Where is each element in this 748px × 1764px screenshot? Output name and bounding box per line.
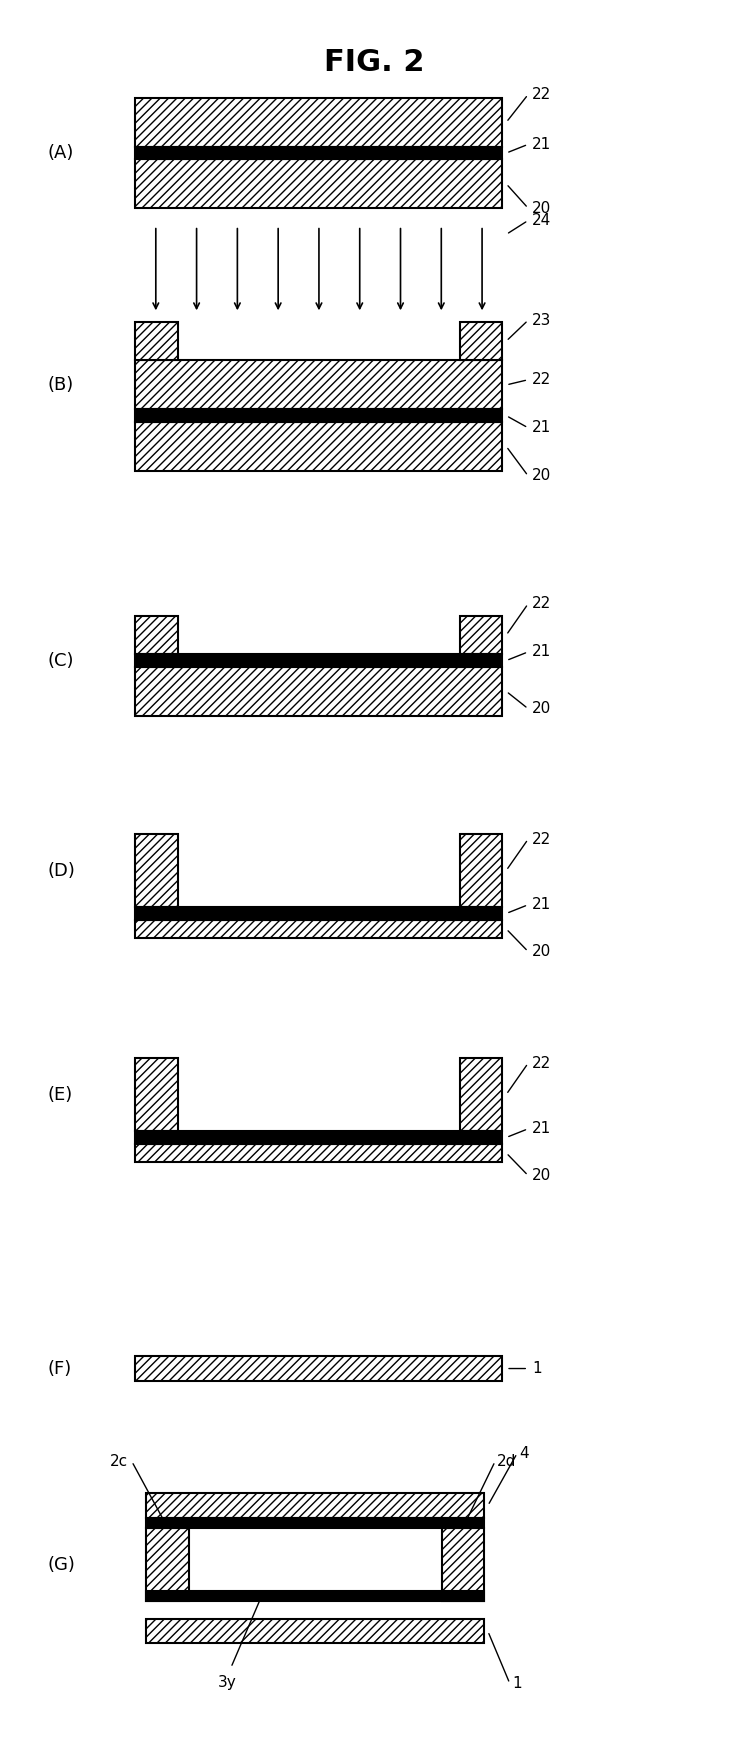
Text: 21: 21	[532, 138, 551, 152]
Text: 21: 21	[532, 1122, 551, 1136]
Bar	[135, 919, 503, 938]
Bar	[460, 616, 503, 654]
Text: 22: 22	[532, 831, 551, 847]
Bar	[147, 1494, 484, 1519]
Bar	[135, 667, 503, 716]
Bar	[147, 1528, 189, 1602]
Text: 21: 21	[532, 420, 551, 436]
Bar	[460, 834, 503, 907]
Text: (G): (G)	[47, 1556, 76, 1573]
Text: 21: 21	[532, 898, 551, 912]
Bar	[441, 1528, 484, 1602]
Bar	[135, 1131, 503, 1143]
Text: 2c: 2c	[110, 1454, 128, 1469]
Text: 1: 1	[532, 1362, 542, 1376]
Bar	[135, 654, 503, 667]
Bar	[135, 1058, 178, 1131]
Text: 21: 21	[532, 644, 551, 660]
Text: 20: 20	[532, 201, 551, 215]
Bar	[147, 1519, 484, 1528]
Text: 22: 22	[532, 596, 551, 612]
Text: 20: 20	[532, 469, 551, 483]
Text: (D): (D)	[47, 861, 76, 880]
Text: 4: 4	[519, 1446, 529, 1461]
Bar	[135, 907, 503, 919]
Text: 22: 22	[532, 372, 551, 388]
Bar	[460, 323, 503, 360]
Bar	[147, 1619, 484, 1644]
Text: 22: 22	[532, 86, 551, 102]
Bar	[135, 159, 503, 208]
Bar	[135, 99, 503, 146]
Text: 1: 1	[512, 1676, 521, 1692]
Text: 24: 24	[532, 213, 551, 228]
Bar	[135, 360, 503, 409]
Bar	[135, 1357, 503, 1381]
Text: 3y: 3y	[218, 1674, 236, 1690]
Text: 20: 20	[532, 944, 551, 960]
Bar	[135, 1143, 503, 1162]
Text: (A): (A)	[47, 145, 74, 162]
Text: (E): (E)	[47, 1085, 73, 1104]
Bar	[135, 616, 178, 654]
Bar	[147, 1591, 484, 1602]
Text: 23: 23	[532, 312, 551, 328]
Bar	[135, 146, 503, 159]
Bar	[135, 409, 503, 422]
Bar	[135, 323, 178, 360]
Bar	[135, 834, 178, 907]
Text: (B): (B)	[47, 376, 73, 393]
Text: 20: 20	[532, 1168, 551, 1184]
Bar	[135, 422, 503, 471]
Bar	[460, 1058, 503, 1131]
Text: 22: 22	[532, 1055, 551, 1071]
Text: (F): (F)	[47, 1360, 72, 1378]
Text: FIG. 2: FIG. 2	[324, 48, 424, 78]
Text: 2d: 2d	[497, 1454, 517, 1469]
Text: (C): (C)	[47, 651, 74, 670]
Text: 20: 20	[532, 702, 551, 716]
